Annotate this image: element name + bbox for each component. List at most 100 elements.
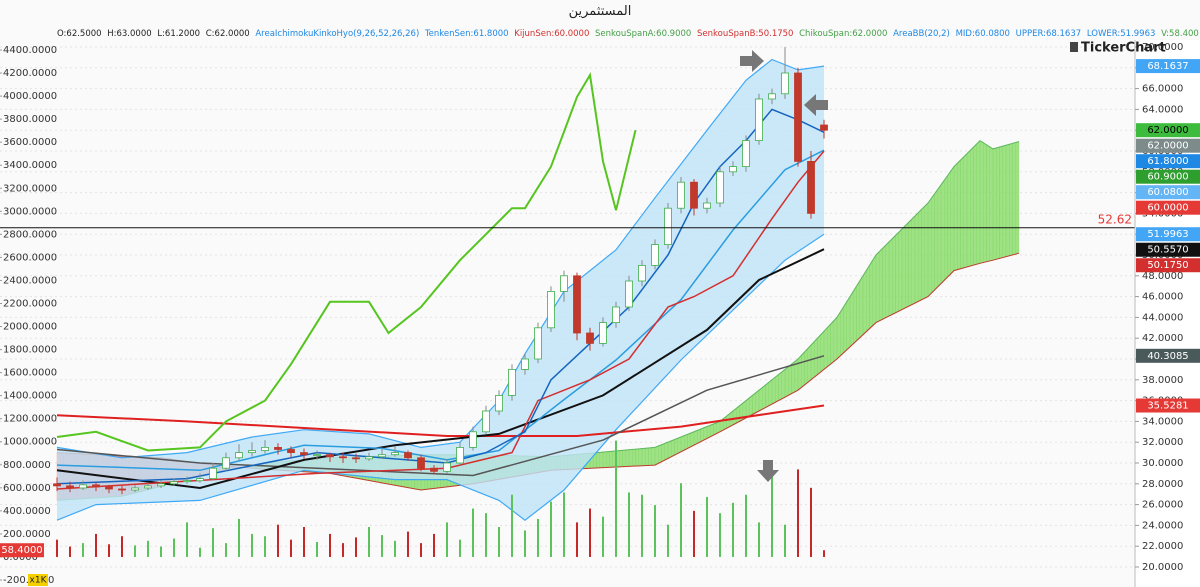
y2-tick-label: 3000.0000 bbox=[3, 206, 57, 217]
cloud-fill bbox=[1005, 144, 1010, 257]
cloud-fill bbox=[801, 351, 805, 388]
candle-body bbox=[495, 394, 503, 412]
volume-bar bbox=[498, 527, 500, 557]
candle-body bbox=[703, 202, 711, 209]
cloud-fill bbox=[677, 436, 682, 454]
cloud-fill bbox=[651, 447, 656, 466]
y2-tick-label: 4000.0000 bbox=[3, 91, 57, 102]
y2-tick-label: 4400.0000 bbox=[3, 45, 57, 56]
candle-body bbox=[716, 171, 724, 204]
candle-body bbox=[755, 98, 763, 141]
price-badge-label: 35.5281 bbox=[1147, 401, 1188, 412]
volume-bar bbox=[316, 541, 318, 557]
candle-body bbox=[456, 446, 464, 464]
y-tick-label: 28.0000 bbox=[1142, 479, 1183, 490]
candle-body bbox=[170, 481, 178, 485]
volume bbox=[56, 440, 825, 557]
y-tick-label: 30.0000 bbox=[1142, 458, 1183, 469]
y-tick-label: 38.0000 bbox=[1142, 375, 1183, 386]
cloud-fill bbox=[830, 320, 834, 365]
price-badge-label: 62.0000 bbox=[1147, 125, 1188, 136]
cloud-fill bbox=[895, 231, 899, 314]
candle-body bbox=[235, 452, 243, 459]
y2-tick-label: 1200.0000 bbox=[3, 414, 57, 425]
y2-tick-label: 3400.0000 bbox=[3, 160, 57, 171]
candle-body bbox=[820, 124, 828, 131]
candle-body bbox=[638, 264, 646, 282]
cloud-fill bbox=[846, 296, 851, 351]
cloud-fill bbox=[836, 311, 841, 360]
volume-bar bbox=[394, 540, 396, 557]
y2-tick-label: 1000.0000 bbox=[3, 437, 57, 448]
volume-bar bbox=[108, 544, 110, 557]
price-badge bbox=[1136, 123, 1200, 138]
candle-body bbox=[300, 452, 308, 456]
volume-bar bbox=[355, 537, 357, 557]
volume-bar bbox=[420, 543, 422, 557]
cloud-fill bbox=[827, 323, 831, 368]
cloud-fill bbox=[901, 225, 906, 310]
cloud-fill bbox=[775, 374, 779, 403]
cloud-fill bbox=[599, 451, 604, 469]
cloud-fill bbox=[921, 205, 925, 301]
cloud-fill bbox=[872, 254, 877, 326]
cloud-fill bbox=[934, 188, 938, 291]
cloud-fill bbox=[914, 212, 919, 304]
cloud-fill bbox=[645, 447, 649, 466]
price-badge-label: 51.9963 bbox=[1147, 229, 1188, 240]
cloud-fill bbox=[671, 439, 675, 458]
y-tick-label: 26.0000 bbox=[1142, 500, 1183, 511]
volume-bar bbox=[160, 546, 162, 557]
cloud-fill bbox=[807, 344, 812, 383]
candle-body bbox=[157, 483, 165, 487]
cloud-fill bbox=[989, 146, 994, 262]
y-tick-label: 32.0000 bbox=[1142, 437, 1183, 448]
candle-body bbox=[248, 450, 256, 453]
cloud-fill bbox=[983, 142, 987, 263]
cloud-fill bbox=[833, 317, 838, 362]
cloud-fill bbox=[706, 425, 711, 439]
volume-bar bbox=[82, 543, 84, 557]
cloud-fill bbox=[966, 149, 971, 268]
cloud-fill bbox=[953, 162, 958, 271]
info-item: SenkouSpanB:50.1750 bbox=[697, 29, 794, 39]
volume-badge-label: 58.4000 bbox=[1, 545, 42, 556]
y-tick-label: 66.0000 bbox=[1142, 84, 1183, 95]
y2-tick-label: 400.0000 bbox=[3, 506, 51, 517]
cloud-fill bbox=[661, 443, 665, 462]
indicator-line bbox=[56, 355, 825, 477]
candle-body bbox=[690, 181, 698, 209]
volume-bar bbox=[368, 527, 370, 557]
volume-bar bbox=[56, 539, 58, 557]
h-line-label: 52.62 bbox=[1098, 212, 1132, 226]
candle-body bbox=[79, 484, 87, 489]
cloud-fill bbox=[862, 270, 867, 336]
cloud-fill bbox=[970, 146, 974, 267]
volume-bar bbox=[381, 535, 383, 557]
volume-badge bbox=[0, 543, 44, 558]
volume-bar bbox=[732, 502, 734, 557]
chart-title: المستثمرين bbox=[568, 4, 632, 19]
price-badge bbox=[1136, 59, 1200, 74]
indicator-line bbox=[56, 404, 825, 437]
volume-bar bbox=[563, 492, 565, 557]
volume-bar bbox=[69, 546, 71, 557]
cloud-fill bbox=[957, 159, 961, 270]
candle-body bbox=[729, 166, 737, 173]
price-badge-label: 60.0000 bbox=[1147, 203, 1188, 214]
volume-bar bbox=[693, 510, 695, 557]
cloud-fill bbox=[853, 285, 857, 345]
y-tick-label: 46.0000 bbox=[1142, 292, 1183, 303]
cloud-fill bbox=[684, 434, 688, 451]
cloud-fill bbox=[687, 432, 691, 449]
volume-bar bbox=[537, 518, 539, 557]
volume-bar bbox=[342, 543, 344, 557]
cloud-fill bbox=[940, 179, 945, 284]
cloud-fill bbox=[843, 301, 847, 354]
y-tick-label: 34.0000 bbox=[1142, 416, 1183, 427]
cloud-fill bbox=[996, 146, 1000, 260]
price-badge bbox=[1136, 398, 1200, 413]
cloud-fill bbox=[788, 363, 792, 396]
cloud-fill bbox=[820, 330, 825, 373]
price-badge bbox=[1136, 200, 1200, 215]
